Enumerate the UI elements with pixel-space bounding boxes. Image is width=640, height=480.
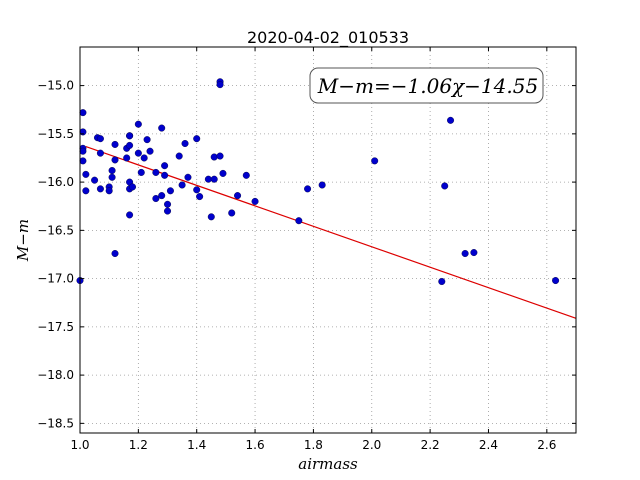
data-point [193, 135, 201, 143]
data-point [242, 171, 250, 179]
data-point [158, 124, 166, 132]
data-point [461, 250, 469, 258]
data-point [96, 135, 104, 143]
data-point [111, 156, 119, 164]
y-tick-label: −17.0 [37, 272, 74, 286]
data-point [295, 217, 303, 225]
data-point [228, 209, 236, 217]
data-point [126, 132, 134, 140]
axis-ticks [79, 47, 576, 433]
plot-frame [79, 46, 577, 434]
plot-area [80, 47, 576, 433]
data-point [304, 185, 312, 193]
data-point [161, 162, 169, 170]
annotation-text: M−m=−1.06χ−14.55 [317, 74, 538, 98]
data-point [79, 109, 87, 117]
x-tick-label: 1.6 [246, 438, 265, 452]
data-point [234, 192, 242, 200]
data-point [82, 170, 90, 178]
y-tick-label: −16.5 [37, 223, 74, 237]
data-point [129, 183, 137, 191]
data-point [204, 175, 212, 183]
data-point [79, 157, 87, 165]
data-point [161, 171, 169, 179]
x-tick-labels: 1.0 1.2 1.4 1.6 1.8 2.0 2.2 2.4 2.6 [70, 438, 556, 452]
data-point [111, 140, 119, 148]
data-point [105, 187, 113, 195]
chart-title: 2020-04-02_010533 [247, 28, 409, 48]
data-point [447, 116, 455, 124]
data-point [196, 193, 204, 201]
data-point [143, 136, 151, 144]
data-point [96, 149, 104, 157]
data-point [134, 120, 142, 128]
data-point [126, 141, 134, 149]
y-tick-label: −17.5 [37, 320, 74, 334]
y-tick-label: −16.0 [37, 175, 74, 189]
data-point [134, 149, 142, 157]
data-point [108, 173, 116, 181]
y-tick-label: −15.0 [37, 79, 74, 93]
data-point [152, 168, 160, 176]
data-point [441, 182, 449, 190]
data-point [108, 167, 116, 175]
data-point [140, 154, 148, 162]
x-tick-label: 1.0 [70, 438, 89, 452]
data-point [79, 147, 87, 155]
x-tick-label: 2.0 [362, 438, 381, 452]
data-point [126, 211, 134, 219]
x-tick-label: 2.6 [537, 438, 556, 452]
y-tick-label: −15.5 [37, 127, 74, 141]
data-point [137, 168, 145, 176]
data-point [146, 147, 154, 155]
data-point [210, 153, 218, 161]
data-point [210, 175, 218, 183]
data-point [91, 176, 99, 184]
y-tick-label: −18.5 [37, 416, 74, 430]
data-point [166, 187, 174, 195]
data-point [193, 186, 201, 194]
data-point [178, 181, 186, 189]
data-point [318, 181, 326, 189]
data-point [175, 152, 183, 160]
x-tick-label: 1.4 [187, 438, 206, 452]
data-point [216, 152, 224, 160]
data-point [207, 213, 215, 221]
data-point [371, 157, 379, 165]
data-point [552, 277, 560, 285]
data-point [470, 249, 478, 257]
data-point [152, 195, 160, 203]
y-tick-label: −18.0 [37, 368, 74, 382]
data-point [216, 81, 224, 89]
x-tick-label: 2.2 [421, 438, 440, 452]
data-point [82, 187, 90, 195]
data-point [123, 154, 131, 162]
data-point [158, 192, 166, 200]
y-axis-label: M−m [14, 219, 32, 262]
annotation-box [309, 67, 544, 104]
x-tick-label: 2.4 [479, 438, 498, 452]
data-point [96, 185, 104, 193]
y-tick-labels: −15.0 −15.5 −16.0 −16.5 −17.0 −17.5 −18.0 −18.5 [37, 79, 74, 431]
data-point [164, 207, 172, 215]
fit-annotation: M−m=−1.06χ−14.55 [309, 67, 544, 104]
x-axis-label: airmass [298, 455, 358, 473]
data-point [251, 197, 259, 205]
data-point [184, 173, 192, 181]
data-point [181, 139, 189, 147]
x-tick-label: 1.2 [129, 438, 148, 452]
data-point [164, 200, 172, 208]
x-tick-label: 1.8 [304, 438, 323, 452]
data-point [111, 250, 119, 258]
data-point [219, 169, 227, 177]
data-point [438, 277, 446, 285]
